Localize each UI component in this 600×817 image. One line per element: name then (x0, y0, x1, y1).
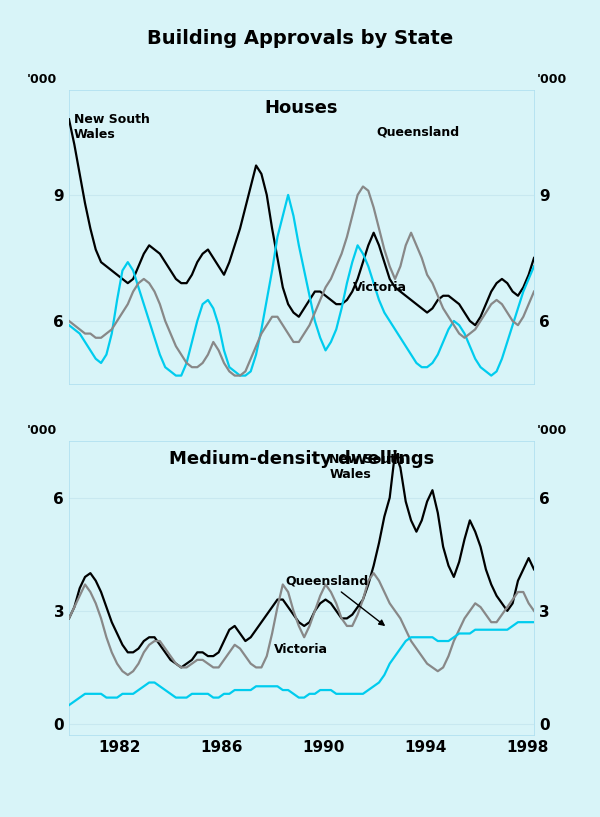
Text: '000: '000 (27, 73, 57, 86)
Text: '000: '000 (537, 73, 567, 86)
Text: Victoria: Victoria (274, 643, 328, 656)
Text: Queensland: Queensland (376, 125, 459, 138)
Text: '000: '000 (27, 424, 57, 437)
Text: Victoria: Victoria (353, 281, 407, 294)
Text: New South
Wales: New South Wales (329, 453, 405, 481)
Text: Building Approvals by State: Building Approvals by State (147, 29, 453, 47)
Text: Houses: Houses (265, 99, 338, 117)
Text: Queensland: Queensland (286, 574, 384, 625)
Text: New South
Wales: New South Wales (74, 114, 149, 141)
Text: '000: '000 (537, 424, 567, 437)
Text: Medium-density dwellings: Medium-density dwellings (169, 450, 434, 468)
